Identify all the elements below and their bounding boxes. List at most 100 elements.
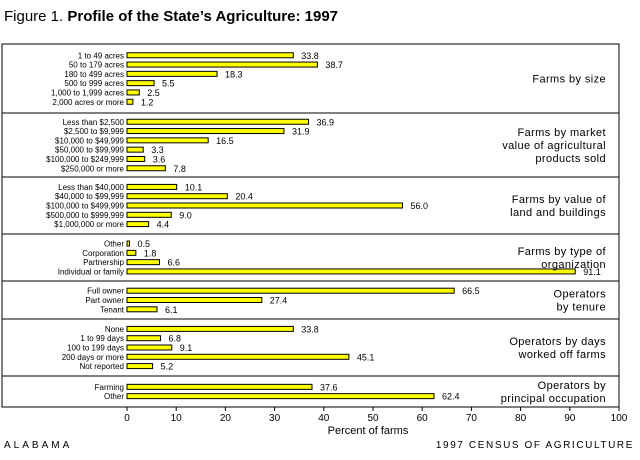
category-label: $100,000 to $249,999 — [46, 155, 124, 164]
category-label: 2,000 acres or more — [52, 98, 124, 107]
category-label: Part owner — [85, 296, 124, 305]
category-label: Tenant — [100, 305, 125, 314]
bar — [126, 325, 294, 332]
data-label: 0.5 — [137, 239, 150, 249]
x-tick-label: 40 — [318, 413, 330, 424]
data-label: 27.4 — [270, 296, 288, 306]
category-label: Individual or family — [58, 267, 124, 276]
data-label: 37.6 — [320, 382, 338, 392]
bar — [126, 118, 310, 125]
bar — [126, 383, 313, 390]
x-tick-label: 30 — [269, 413, 281, 424]
category-label: Full owner — [87, 287, 124, 296]
bar — [126, 155, 146, 162]
category-label: Partnership — [83, 258, 124, 267]
category-label: 100 to 199 days — [67, 344, 124, 353]
panel-title: Farms by size — [532, 74, 606, 86]
census-label: 1997 CENSUS OF AGRICULTURE — [435, 440, 634, 451]
bar — [126, 98, 134, 105]
data-label: 38.7 — [325, 60, 343, 70]
x-axis-label: Percent of farms — [328, 425, 409, 437]
bar — [126, 363, 154, 370]
plot-frame — [1, 43, 620, 408]
category-label: Farming — [95, 383, 124, 392]
category-label: $250,000 or more — [61, 164, 125, 173]
bar — [126, 344, 173, 351]
panel-title: organization — [541, 259, 606, 271]
data-label: 5.2 — [161, 362, 174, 372]
figure-title: Figure 1. Profile of the State’s Agricul… — [4, 8, 338, 25]
data-label: 6.1 — [165, 305, 178, 315]
x-tick-label: 90 — [564, 413, 576, 424]
data-label: 5.5 — [162, 79, 175, 89]
bar — [126, 202, 404, 209]
bar — [126, 137, 209, 144]
category-label: 500 to 999 acres — [64, 79, 124, 88]
bar — [126, 306, 158, 313]
bar — [126, 146, 144, 153]
panel-title: Operators by days — [509, 336, 606, 348]
bar — [126, 61, 318, 68]
x-tick-label: 10 — [171, 413, 183, 424]
panel-title: worked off farms — [517, 349, 606, 361]
data-label: 31.9 — [292, 127, 310, 137]
state-name: ALABAMA — [4, 440, 73, 451]
category-label: 1,000 to 1,999 acres — [51, 88, 124, 97]
bar — [126, 268, 576, 275]
data-label: 9.0 — [179, 210, 192, 220]
x-tick-label: 20 — [220, 413, 232, 424]
x-tick-label: 50 — [367, 413, 379, 424]
data-label: 91.1 — [583, 267, 601, 277]
category-label: 200 days or more — [62, 353, 125, 362]
data-label: 4.4 — [157, 220, 170, 230]
x-tick-label: 0 — [124, 413, 130, 424]
category-label: Other — [104, 240, 124, 249]
category-label: $50,000 to $99,999 — [55, 146, 125, 155]
data-label: 62.4 — [442, 392, 460, 402]
category-label: Less than $40,000 — [58, 183, 124, 192]
bar — [126, 240, 130, 247]
data-label: 36.9 — [317, 117, 335, 127]
panel-title: Farms by market — [517, 127, 606, 139]
category-label: Corporation — [82, 249, 124, 258]
category-label: 1 to 49 acres — [78, 51, 124, 60]
category-label: 180 to 499 acres — [64, 70, 124, 79]
category-label: $500,000 to $999,999 — [46, 211, 124, 220]
bar — [126, 89, 140, 96]
data-label: 33.8 — [301, 51, 319, 61]
category-label: None — [105, 325, 125, 334]
data-label: 1.2 — [141, 97, 154, 107]
bar — [126, 193, 228, 200]
category-label: Other — [104, 392, 124, 401]
data-label: 2.5 — [147, 88, 160, 98]
data-label: 10.1 — [185, 182, 203, 192]
data-label: 33.8 — [301, 324, 319, 334]
category-label: $100,000 to $499,999 — [46, 202, 124, 211]
data-label: 45.1 — [357, 352, 375, 362]
x-tick-label: 80 — [515, 413, 527, 424]
data-label: 56.0 — [411, 201, 429, 211]
bar — [126, 70, 218, 77]
bar — [126, 128, 285, 135]
figure-heading: Profile of the State’s Agriculture: 1997 — [67, 8, 338, 25]
x-tick-label: 60 — [417, 413, 429, 424]
bar — [126, 393, 435, 400]
bar — [126, 221, 150, 228]
bar — [126, 80, 155, 87]
category-label: Not reported — [80, 362, 124, 371]
panel-title: by tenure — [557, 302, 606, 314]
panel-title: principal occupation — [501, 393, 606, 405]
panel-title: Operators — [553, 289, 606, 301]
panel-title: Operators by — [538, 380, 606, 392]
bar — [126, 353, 350, 360]
category-label: 1 to 99 days — [80, 334, 124, 343]
category-label: 50 to 179 acres — [69, 61, 124, 70]
category-label: $1,000,000 or more — [54, 220, 124, 229]
panel-title: value of agricultural — [502, 140, 606, 152]
category-label: Less than $2,500 — [63, 118, 125, 127]
data-label: 7.8 — [173, 164, 186, 174]
panel-title: Farms by type of — [518, 246, 607, 258]
data-label: 3.3 — [151, 145, 164, 155]
bar — [126, 259, 160, 266]
